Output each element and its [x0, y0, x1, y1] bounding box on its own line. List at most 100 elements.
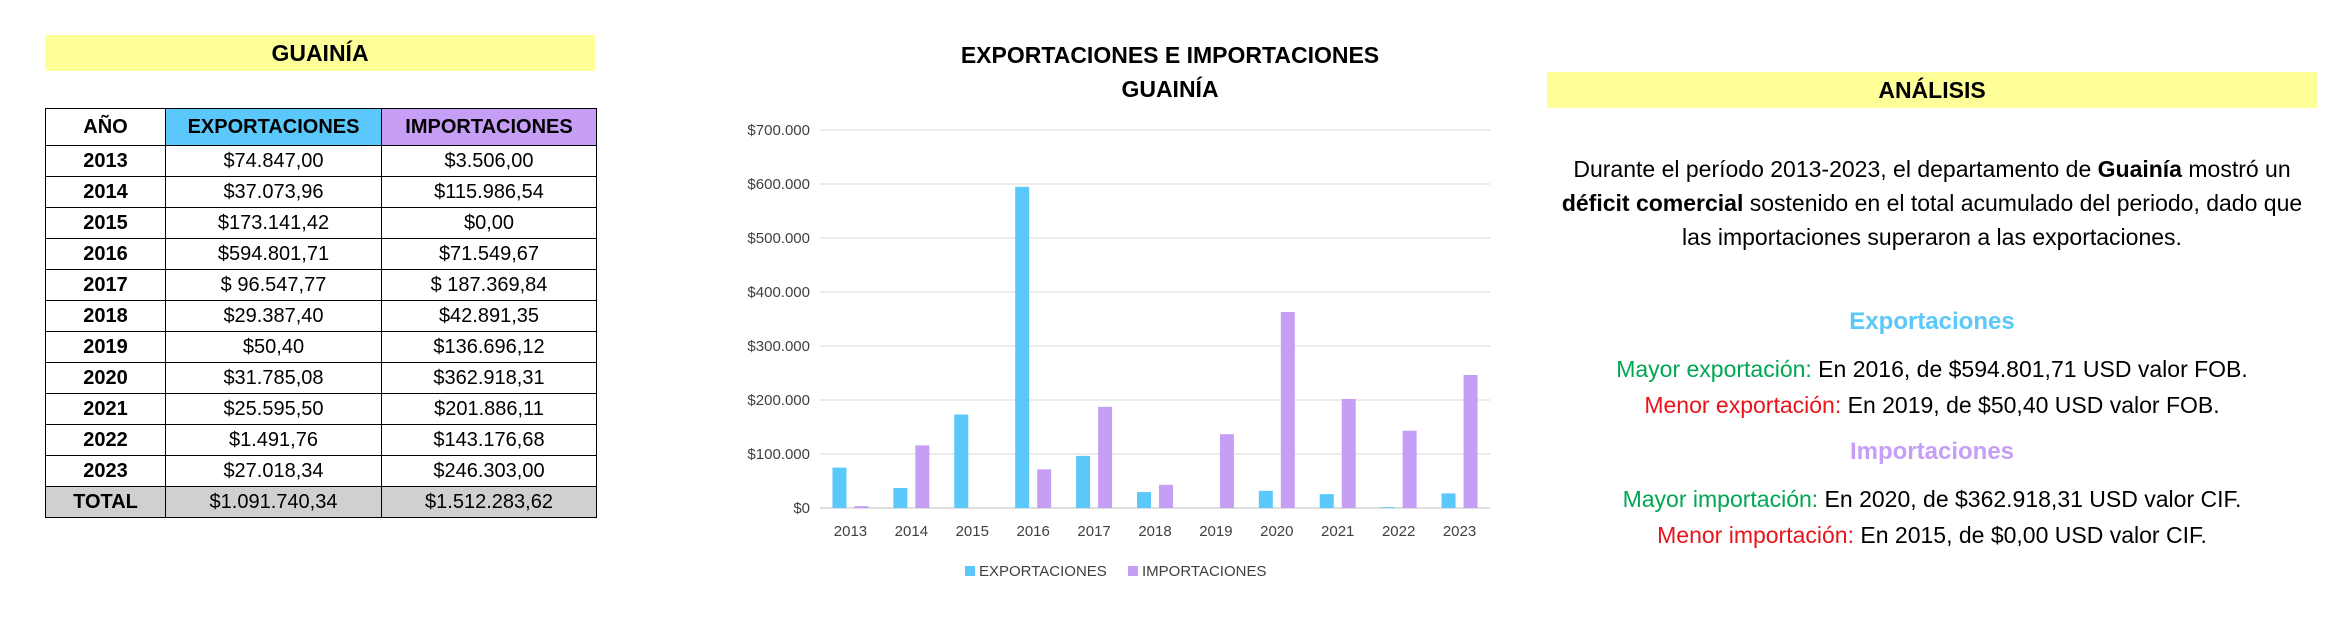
- bar-chart: $0 $100.000 $200.000 $300.000 $400.000 $500.0…: [747, 122, 1490, 580]
- bar-imports: [1159, 484, 1173, 508]
- row-imports: $115.986,54: [381, 176, 597, 208]
- row-exports: $29.387,40: [165, 300, 382, 332]
- row-imports: $71.549,67: [381, 238, 597, 270]
- max-import-text: En 2020, de $362.918,31 USD valor CIF.: [1818, 486, 2242, 512]
- legend-swatch: [965, 566, 975, 576]
- x-tick-label: 2013: [834, 523, 867, 540]
- y-tick-label: $600.000: [747, 176, 810, 193]
- min-export-line: Menor exportación: En 2019, de $50,40 US…: [1547, 392, 2317, 419]
- row-exports: $1.491,76: [165, 424, 382, 456]
- x-tick-label: 2014: [895, 523, 928, 540]
- bar-exports: [893, 487, 908, 508]
- bar-imports: [1098, 406, 1113, 508]
- y-tick-label: $400.000: [747, 284, 810, 301]
- header-imports: IMPORTACIONES: [381, 108, 597, 146]
- row-imports: $246.303,00: [381, 455, 597, 487]
- legend-label: IMPORTACIONES: [1142, 563, 1266, 580]
- row-year: 2021: [45, 393, 166, 425]
- bar-exports: [1258, 490, 1273, 508]
- bar-exports: [1380, 507, 1395, 508]
- total-label: TOTAL: [45, 486, 166, 518]
- min-import-text: En 2015, de $0,00 USD valor CIF.: [1853, 522, 2207, 548]
- bar-imports: [1402, 430, 1417, 508]
- table-row: 2020 $31.785,08 $362.918,31: [45, 362, 597, 394]
- bar-imports: [1037, 469, 1052, 508]
- row-exports: $ 96.547,77: [165, 269, 382, 301]
- legend-label: EXPORTACIONES: [979, 563, 1107, 580]
- total-imports: $1.512.283,62: [381, 486, 597, 518]
- y-tick-label: $200.000: [747, 392, 810, 409]
- analysis-text-2: mostró un: [2181, 156, 2291, 182]
- bar-imports: [915, 445, 930, 508]
- row-year: 2018: [45, 300, 166, 332]
- max-export-line: Mayor exportación: En 2016, de $594.801,…: [1547, 356, 2317, 383]
- y-tick-label: $0: [793, 500, 810, 517]
- row-imports: $42.891,35: [381, 300, 597, 332]
- y-tick-label: $300.000: [747, 338, 810, 355]
- analysis-title: ANÁLISIS: [1547, 72, 2317, 108]
- chart-title-block: EXPORTACIONES E IMPORTACIONES GUAINÍA: [820, 38, 1520, 106]
- row-imports: $143.176,68: [381, 424, 597, 456]
- row-exports: $594.801,71: [165, 238, 382, 270]
- row-imports: $362.918,31: [381, 362, 597, 394]
- imports-heading: Importaciones: [1849, 438, 2015, 465]
- table-title: GUAINÍA: [45, 35, 595, 71]
- max-import-line: Mayor importación: En 2020, de $362.918,…: [1547, 486, 2317, 513]
- row-imports: $0,00: [381, 207, 597, 239]
- bar-exports: [832, 467, 847, 508]
- analysis-deficit: déficit comercial: [1561, 190, 1744, 216]
- table-row: 2014 $37.073,96 $115.986,54: [45, 176, 597, 208]
- header-year: AÑO: [45, 108, 166, 146]
- min-export-label: Menor exportación:: [1644, 392, 1842, 418]
- table-row: 2022 $1.491,76 $143.176,68: [45, 424, 597, 456]
- row-year: 2020: [45, 362, 166, 394]
- x-tick-label: 2022: [1382, 523, 1415, 540]
- table-total-row: TOTAL $1.091.740,34 $1.512.283,62: [45, 486, 597, 518]
- min-export-text: En 2019, de $50,40 USD valor FOB.: [1841, 392, 2220, 418]
- row-year: 2014: [45, 176, 166, 208]
- x-tick-label: 2020: [1260, 523, 1293, 540]
- header-exports: EXPORTACIONES: [165, 108, 382, 146]
- legend-swatch: [1128, 566, 1138, 576]
- row-exports: $27.018,34: [165, 455, 382, 487]
- total-exports: $1.091.740,34: [165, 486, 382, 518]
- x-tick-label: 2019: [1199, 523, 1232, 540]
- analysis-text-3: sostenido en el total acumulado del peri…: [1682, 190, 2303, 250]
- x-tick-label: 2018: [1138, 523, 1171, 540]
- analysis-paragraph: Durante el período 2013-2023, el departa…: [1547, 152, 2317, 254]
- row-year: 2017: [45, 269, 166, 301]
- row-exports: $74.847,00: [165, 145, 382, 177]
- analysis-department: Guainía: [2097, 156, 2182, 182]
- bar-exports: [1076, 455, 1091, 508]
- chart-title: EXPORTACIONES E IMPORTACIONES: [960, 42, 1380, 68]
- chart-subtitle: GUAINÍA: [1121, 76, 1219, 102]
- max-export-label: Mayor exportación:: [1616, 356, 1812, 382]
- max-export-text: En 2016, de $594.801,71 USD valor FOB.: [1811, 356, 2248, 382]
- row-exports: $50,40: [165, 331, 382, 363]
- bar-exports: [1319, 494, 1334, 508]
- exports-heading: Exportaciones: [1849, 308, 2015, 335]
- x-tick-label: 2016: [1016, 523, 1049, 540]
- bar-exports: [1015, 186, 1030, 508]
- bar-exports: [954, 414, 969, 508]
- row-year: 2019: [45, 331, 166, 363]
- bar-imports: [854, 506, 869, 508]
- row-year: 2016: [45, 238, 166, 270]
- y-tick-label: $500.000: [747, 230, 810, 247]
- x-tick-label: 2021: [1321, 523, 1354, 540]
- table-row: 2013 $74.847,00 $3.506,00: [45, 145, 597, 177]
- row-exports: $31.785,08: [165, 362, 382, 394]
- row-exports: $37.073,96: [165, 176, 382, 208]
- x-tick-label: 2023: [1443, 523, 1476, 540]
- bar-exports: [1137, 492, 1151, 508]
- bar-imports: [1341, 398, 1356, 508]
- min-import-label: Menor importación:: [1657, 522, 1854, 548]
- y-tick-label: $100.000: [747, 446, 810, 463]
- table-header-row: AÑO EXPORTACIONES IMPORTACIONES: [45, 108, 597, 146]
- table-row: 2021 $25.595,50 $201.886,11: [45, 393, 597, 425]
- row-year: 2023: [45, 455, 166, 487]
- row-exports: $173.141,42: [165, 207, 382, 239]
- table-row: 2016 $594.801,71 $71.549,67: [45, 238, 597, 270]
- x-tick-label: 2017: [1077, 523, 1110, 540]
- row-year: 2013: [45, 145, 166, 177]
